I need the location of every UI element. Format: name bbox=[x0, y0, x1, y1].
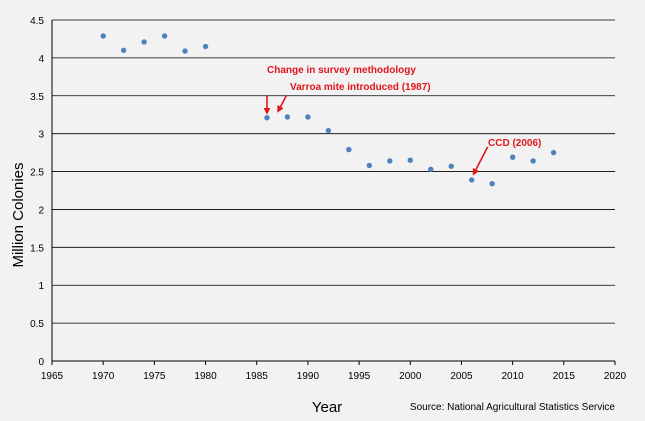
y-axis-label: Million Colonies bbox=[10, 162, 27, 267]
x-tick-label: 1975 bbox=[143, 371, 166, 382]
data-point bbox=[202, 43, 209, 50]
annotations: Change in survey methodology Varroa mite … bbox=[263, 65, 541, 176]
x-tick-label: 1995 bbox=[348, 371, 371, 382]
data-point bbox=[141, 39, 147, 45]
annotation-label: CCD (2006) bbox=[488, 138, 541, 149]
y-tick-label: 1 bbox=[38, 281, 44, 292]
data-point bbox=[407, 157, 413, 163]
y-tick-label: 2 bbox=[38, 205, 44, 216]
data-point bbox=[366, 162, 373, 169]
data-point bbox=[100, 33, 106, 39]
data-point bbox=[120, 47, 127, 54]
y-tick-label: 3 bbox=[38, 130, 44, 141]
data-point bbox=[468, 177, 475, 183]
annotation-arrow bbox=[472, 146, 489, 176]
data-point bbox=[509, 154, 516, 160]
data-point bbox=[530, 158, 536, 164]
data-points bbox=[100, 33, 557, 187]
annotation-arrow bbox=[277, 95, 287, 113]
x-tick-label: 2015 bbox=[553, 371, 576, 382]
data-point bbox=[325, 127, 332, 134]
data-point bbox=[161, 33, 168, 39]
y-tick-label: 4.5 bbox=[30, 16, 44, 27]
data-point bbox=[550, 149, 557, 156]
x-tick-label: 2000 bbox=[399, 371, 422, 382]
data-point bbox=[428, 166, 434, 172]
x-tick-label: 1985 bbox=[246, 371, 269, 382]
y-tick-label: 0 bbox=[38, 357, 44, 368]
data-point bbox=[182, 48, 188, 54]
annotation-label: Change in survey methodology bbox=[267, 65, 416, 76]
data-point bbox=[448, 163, 454, 169]
x-tick-label: 1980 bbox=[194, 371, 217, 382]
x-tick-label: 1965 bbox=[41, 371, 64, 382]
data-point bbox=[489, 180, 495, 187]
data-point bbox=[305, 114, 311, 120]
data-point bbox=[284, 114, 291, 120]
x-tick-labels: 1965 1970 1975 1980 1985 1990 1995 2000 2005 2010… bbox=[41, 371, 627, 382]
y-tick-label: 0.5 bbox=[30, 319, 44, 330]
x-tick-label: 2005 bbox=[450, 371, 473, 382]
y-tick-labels: 0 0.5 1 1.5 2 2.5 3 3.5 4 4.5 bbox=[30, 16, 44, 368]
x-tick-label: 1970 bbox=[92, 371, 115, 382]
annotation-label: Varroa mite introduced (1987) bbox=[290, 82, 431, 93]
y-tick-label: 3.5 bbox=[30, 92, 44, 103]
y-tick-label: 2.5 bbox=[30, 168, 44, 179]
axes bbox=[51, 20, 616, 365]
source-note: Source: National Agricultural Statistics… bbox=[410, 402, 616, 413]
data-point bbox=[264, 115, 270, 121]
x-tick-label: 2020 bbox=[604, 371, 627, 382]
x-tick-label: 2010 bbox=[502, 371, 525, 382]
data-point bbox=[387, 158, 393, 164]
y-tick-label: 4 bbox=[38, 54, 44, 65]
gridlines bbox=[52, 19, 615, 324]
x-tick-label: 1990 bbox=[297, 371, 320, 382]
x-axis-label: Year bbox=[312, 399, 342, 416]
data-point bbox=[346, 146, 352, 153]
y-tick-label: 1.5 bbox=[30, 243, 44, 254]
